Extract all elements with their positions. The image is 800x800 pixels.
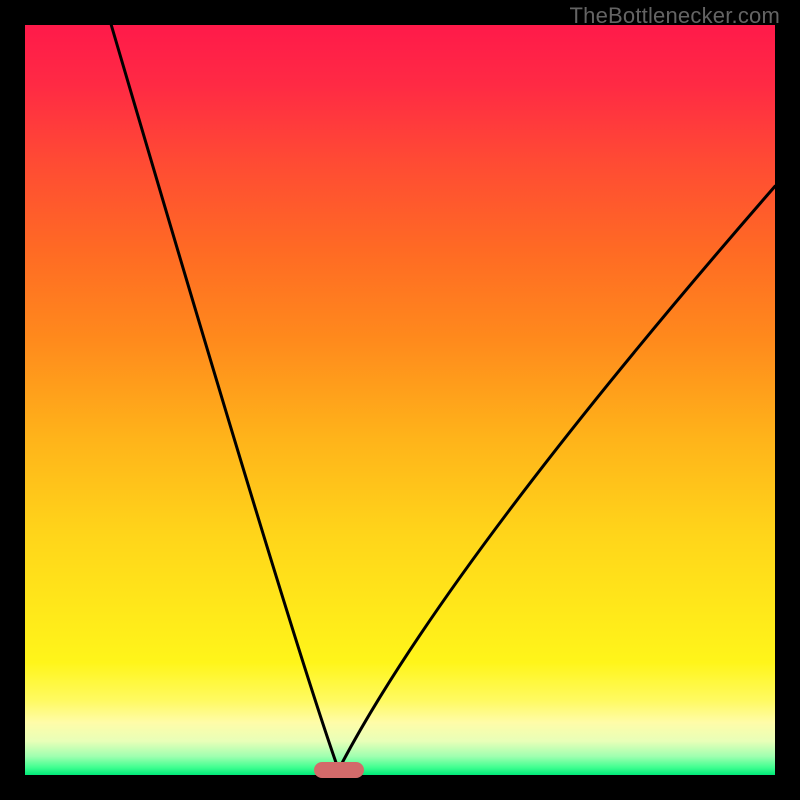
optimal-marker (314, 762, 364, 778)
watermark-text: TheBottlenecker.com (570, 3, 780, 29)
curve-right-branch (339, 186, 776, 770)
plot-area (25, 25, 775, 775)
curve-left-branch (111, 25, 338, 770)
bottleneck-curve (25, 25, 775, 775)
